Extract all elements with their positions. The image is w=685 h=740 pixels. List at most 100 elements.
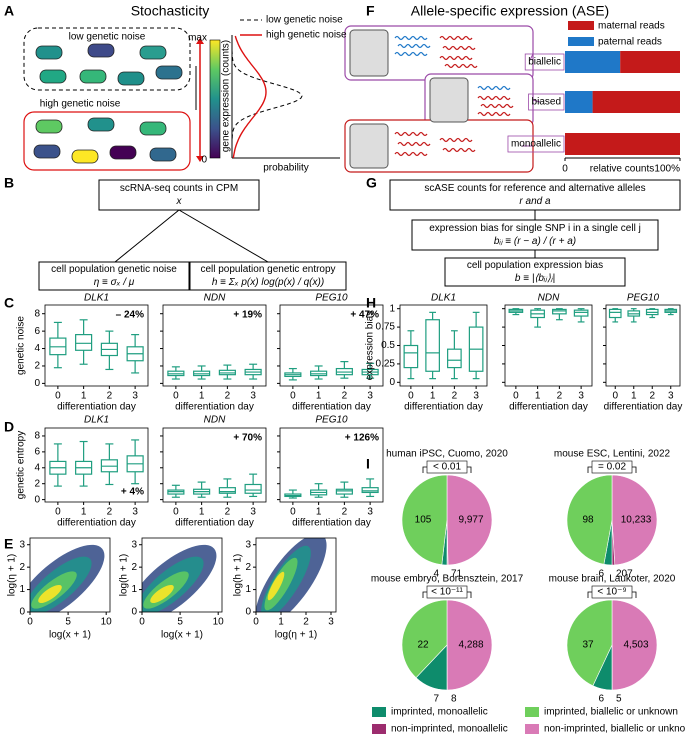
y-tick-label: 2 bbox=[19, 562, 25, 573]
x-tick-label: 10 bbox=[101, 617, 113, 628]
cells bbox=[33, 43, 183, 164]
p-value-box bbox=[591, 460, 633, 474]
read bbox=[439, 55, 473, 61]
annotation: – 24% bbox=[116, 310, 144, 321]
workflow-formula: h ≡ Σₓ p(x) log(p(x) / q(x)) bbox=[212, 277, 324, 288]
x-tick-label: 2 bbox=[557, 391, 563, 402]
workflow-box bbox=[389, 179, 681, 211]
read bbox=[394, 151, 428, 157]
read bbox=[394, 131, 428, 137]
y-axis-label: genetic entropy bbox=[16, 431, 27, 499]
p-value-box bbox=[426, 460, 468, 474]
data-label: 207 bbox=[616, 569, 633, 580]
read bbox=[477, 85, 511, 91]
bar bbox=[620, 51, 680, 73]
y-tick-label: 0.75 bbox=[376, 322, 396, 333]
subplot-title: PEG10 bbox=[627, 293, 660, 304]
data-label: 98 bbox=[582, 515, 594, 526]
p-value-box bbox=[591, 585, 633, 599]
x-axis-label: differentiation day bbox=[175, 402, 254, 413]
colorbar bbox=[209, 39, 221, 159]
bar bbox=[565, 51, 621, 73]
panel-label: B bbox=[4, 175, 14, 191]
legend-swatch bbox=[568, 21, 594, 30]
x-tick-label: 0 bbox=[253, 617, 259, 628]
read bbox=[480, 103, 514, 109]
density-map bbox=[256, 538, 327, 612]
pie-wedge bbox=[446, 474, 493, 566]
panel-label: H bbox=[366, 295, 376, 311]
read bbox=[477, 111, 511, 117]
workflow-formula: η ≡ σₓ / μ bbox=[94, 277, 135, 288]
y-axis-label: log(h + 1) bbox=[119, 554, 130, 597]
x-tick-label: 1 bbox=[199, 391, 205, 402]
read bbox=[394, 51, 428, 57]
y-tick-label: 0 bbox=[34, 378, 40, 389]
x-tick-label: 2 bbox=[303, 617, 309, 628]
y-tick-label: 2 bbox=[34, 361, 40, 372]
box bbox=[335, 488, 353, 495]
subplot-title: NDN bbox=[204, 293, 226, 304]
x-axis-label: log(x + 1) bbox=[49, 630, 91, 641]
annotation: + 126% bbox=[345, 433, 379, 444]
data-label: 6 bbox=[598, 569, 604, 580]
density-blob bbox=[38, 584, 62, 604]
x-tick-label: 0 bbox=[513, 391, 519, 402]
workflow-text: expression bias for single SNP i in a si… bbox=[429, 223, 641, 234]
chromosome-box bbox=[349, 29, 389, 77]
data-label: 5 bbox=[616, 694, 622, 705]
x-tick-label: 1 bbox=[199, 507, 205, 518]
x-tick-label: 3 bbox=[668, 391, 674, 402]
density-map bbox=[30, 544, 105, 612]
x-tick-label: 1 bbox=[631, 391, 637, 402]
panel-label: A bbox=[4, 3, 14, 19]
y-tick-label: 3 bbox=[245, 539, 251, 550]
box bbox=[403, 344, 419, 369]
chromosome-box bbox=[429, 77, 469, 123]
x-axis-label: differentiation day bbox=[292, 402, 371, 413]
legend-label: low genetic noise bbox=[266, 15, 343, 26]
workflow-box bbox=[38, 261, 190, 291]
legend-label: imprinted, biallelic or unknown bbox=[544, 707, 678, 718]
x-axis-label: relative counts bbox=[590, 164, 654, 175]
subplot-title: PEG10 bbox=[315, 415, 348, 426]
box bbox=[447, 348, 462, 369]
legend-label: non-imprinted, monoallelic bbox=[391, 724, 508, 735]
x-axis-label: differentiation day bbox=[57, 518, 136, 529]
x-tick-label: 3 bbox=[250, 507, 256, 518]
pie-wedge bbox=[401, 599, 448, 679]
x-tick-label: 3 bbox=[367, 507, 373, 518]
annotation: + 47% bbox=[350, 310, 379, 321]
workflow-formula: b ≡ |⟨bᵢⱼ⟩ⱼ| bbox=[515, 273, 555, 284]
data-label: 9,977 bbox=[458, 515, 483, 526]
x-tick-label: 3 bbox=[367, 391, 373, 402]
subplot-title: DLK1 bbox=[431, 293, 456, 304]
x-tick-label: 0 bbox=[290, 391, 296, 402]
y-tick-label: 2 bbox=[245, 562, 251, 573]
x-tick-label: 5 bbox=[177, 617, 183, 628]
plot-frame bbox=[162, 427, 267, 503]
x-tick-label: 2 bbox=[649, 391, 655, 402]
plot-frame bbox=[504, 304, 593, 387]
subplot-title: PEG10 bbox=[315, 293, 348, 304]
reads bbox=[394, 35, 514, 157]
data-label: 37 bbox=[582, 640, 594, 651]
density-blob bbox=[267, 571, 285, 601]
y-axis-label: genetic noise bbox=[16, 316, 27, 375]
workflow-box bbox=[444, 257, 626, 287]
legend-label: high genetic noise bbox=[266, 30, 347, 41]
x-tick-label: 2 bbox=[452, 391, 458, 402]
workflow-text: cell population expression bias bbox=[467, 260, 603, 271]
legend-label: maternal reads bbox=[598, 21, 665, 32]
x-tick-label: 0 bbox=[408, 391, 414, 402]
plot-frame bbox=[279, 427, 384, 503]
x-tick-label: 3 bbox=[250, 391, 256, 402]
y-tick-label: 8 bbox=[34, 431, 40, 442]
y-tick-label: 3 bbox=[19, 539, 25, 550]
x-tick-label: 0 bbox=[139, 617, 145, 628]
pie-wedge bbox=[446, 599, 493, 691]
x-tick-label: 3 bbox=[328, 617, 334, 628]
x-tick-label: 2 bbox=[107, 391, 113, 402]
